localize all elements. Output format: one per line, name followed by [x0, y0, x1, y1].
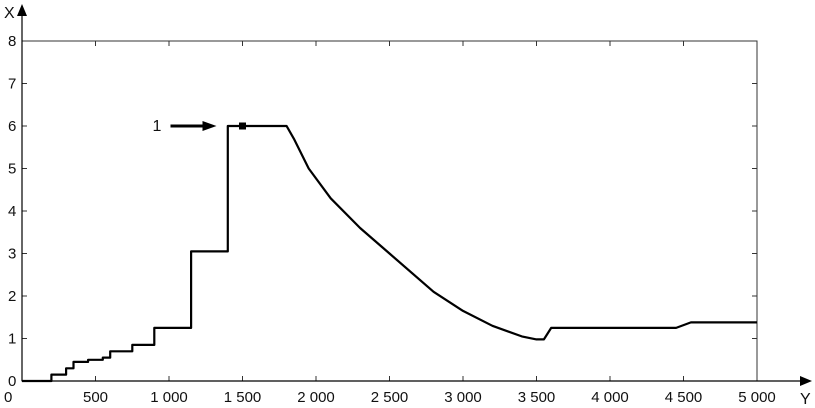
y-tick-label: 8 [8, 33, 16, 50]
x-axis-label: Y [800, 391, 811, 408]
x-tick-label: 2 000 [297, 389, 335, 406]
annotation-arrow-head [202, 121, 217, 131]
ticks-layer: 0 500 1 000 1 500 2 000 2 500 3 000 3 500 4 000 4… [4, 33, 776, 406]
y-tick-label: 1 [8, 331, 16, 348]
x-tick-label: 1 500 [224, 389, 262, 406]
x-tick-label: 2 500 [371, 389, 409, 406]
y-tick-label: 3 [8, 246, 16, 263]
x-axis-arrow [800, 376, 812, 386]
series-line [22, 124, 757, 383]
x-tick-label: 500 [83, 389, 108, 406]
x-tick-label: 4 000 [591, 389, 629, 406]
x-tick-label: 3 500 [518, 389, 556, 406]
y-axis-arrow [17, 4, 27, 16]
y-tick-label: 6 [8, 118, 16, 135]
annotation-label: 1 [153, 118, 162, 135]
y-tick-label: 4 [8, 203, 16, 220]
annotation-1: 1 [153, 118, 217, 135]
x-tick-label: 3 000 [444, 389, 482, 406]
y-tick-label: 0 [8, 373, 16, 390]
x-tick-label: 1 000 [150, 389, 188, 406]
y-axis-label: X [4, 5, 15, 22]
x-tick-label: 4 500 [665, 389, 703, 406]
y-tick-label: 5 [8, 161, 16, 178]
y-tick-label: 7 [8, 76, 16, 93]
x-tick-label: 0 [4, 389, 12, 406]
x-tick-label: 5 000 [738, 389, 776, 406]
point-marker [239, 122, 246, 130]
y-tick-label: 2 [8, 288, 16, 305]
plot-frame [21, 40, 758, 382]
